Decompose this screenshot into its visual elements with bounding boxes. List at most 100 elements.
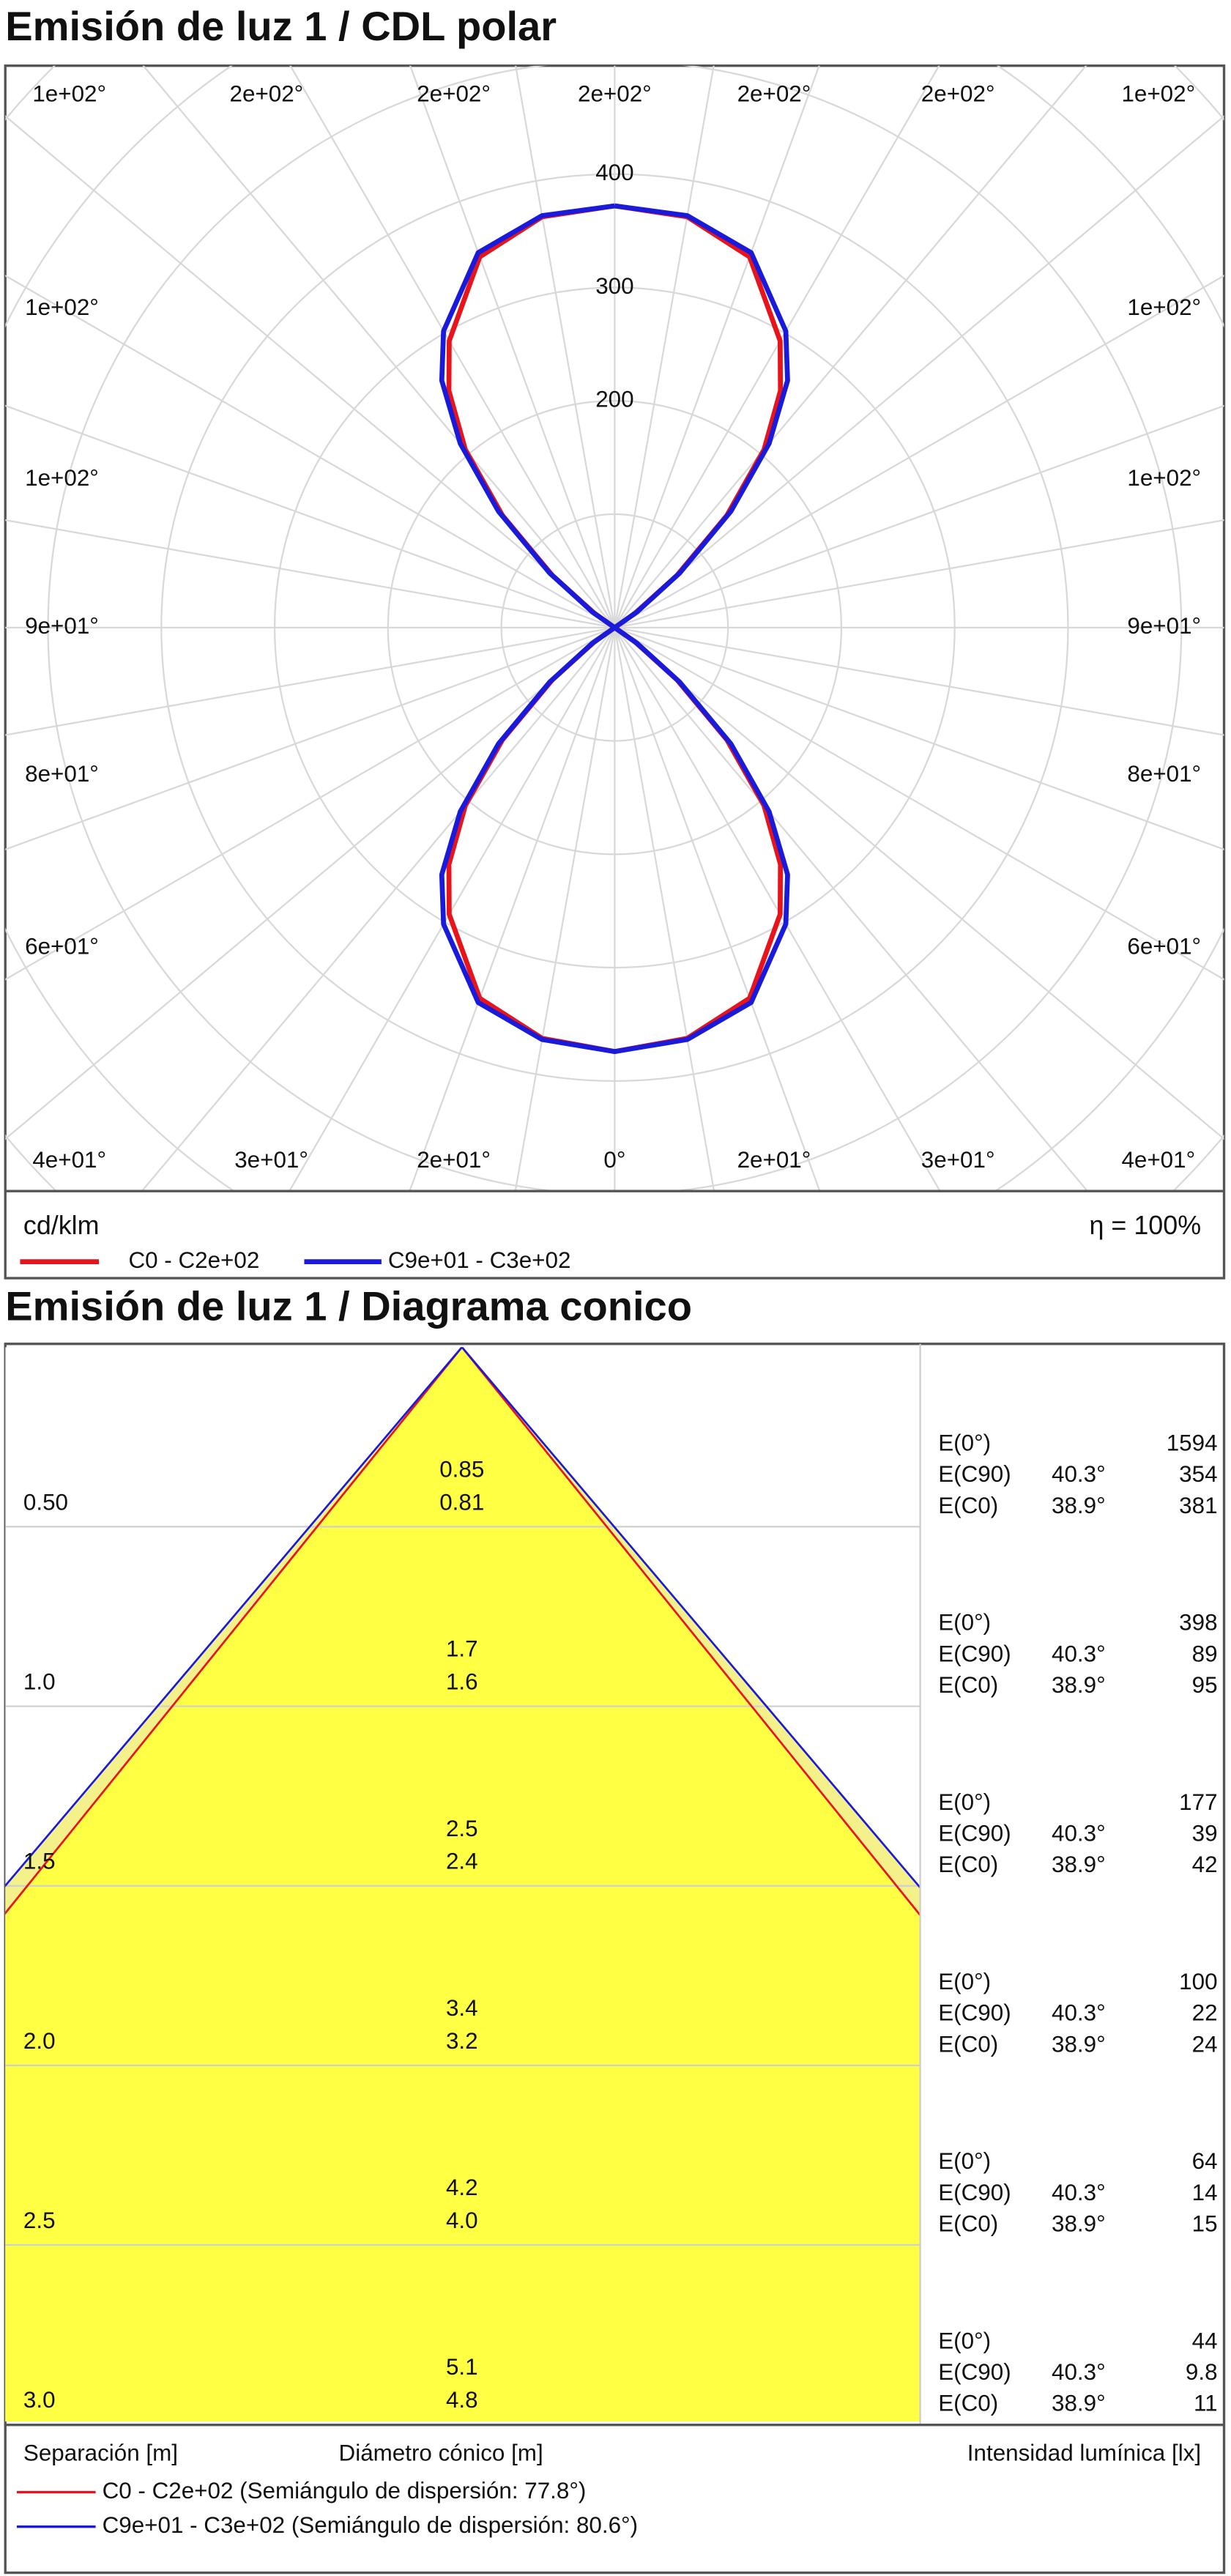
radial-grid-line [289,65,616,628]
illuminance-label: Intensidad lumínica [lx] [967,2440,1201,2465]
radial-grid-line [514,65,616,628]
cone-edge [5,1347,463,1888]
legend-label: C0 - C2e+02 (Semiángulo de dispersión: 7… [103,2478,587,2503]
angle-label: 2e+02° [578,81,652,106]
e-label: E(C0) [938,2211,998,2236]
angle-label: 2e+02° [417,81,491,106]
angle-label: 4e+01° [1121,1147,1195,1173]
diameter-value: 0.85 [439,1456,484,1482]
half-angle-label: 38.9° [1052,2031,1106,2057]
polar-plot: 200 300 400 [5,65,1224,1192]
radial-grid-line [614,65,1087,628]
illuminance-value: 64 [1192,2148,1218,2174]
illuminance-value: 9.8 [1186,2359,1218,2385]
angle-label: 6e+01° [1127,933,1201,959]
radial-grid-line [142,65,616,628]
legend-label: C9e+01 - C3e+02 (Semiángulo de dispersió… [103,2512,639,2538]
e-label: E(C0) [938,1493,998,1518]
half-angle-label: 40.3° [1052,1820,1106,1846]
radial-grid-line [614,627,941,1192]
illuminance-value: 15 [1192,2211,1218,2236]
radial-grid-line [5,626,615,736]
illuminance-value: 11 [1194,2391,1218,2416]
angle-label: 6e+01° [25,933,99,959]
angle-label: 8e+01° [1127,761,1201,787]
illuminance-value: 100 [1179,1969,1217,1994]
angle-label: 1e+02° [1127,465,1201,491]
illuminance-value: 22 [1192,2000,1218,2026]
half-angle-label: 40.3° [1052,1641,1106,1666]
radial-grid-line [614,627,715,1192]
angle-label: 1e+02° [1127,294,1201,320]
radial-grid-line [614,65,715,628]
polar-title: Emisión de luz 1 / CDL polar [5,3,557,49]
half-angle-label: 38.9° [1052,1493,1106,1518]
e-label: E(C90) [938,1461,1011,1487]
e-label: E(C90) [938,1641,1011,1666]
radial-grid-line [614,626,1224,981]
distance-label: 3.0 [23,2387,56,2413]
e-label: E(C90) [938,1820,1011,1846]
half-angle-label: 40.3° [1052,1461,1106,1487]
illuminance-value: 398 [1179,1610,1217,1636]
diameter-value: 1.6 [446,1669,478,1694]
radial-grid-line [614,404,1224,628]
half-angle-label: 40.3° [1052,2000,1106,2026]
e-label: E(0°) [938,1969,991,1994]
half-angle-label: 38.9° [1052,1852,1106,1877]
illuminance-value: 354 [1179,1461,1217,1487]
diameter-value: 3.2 [446,2028,478,2054]
angle-label: 9e+01° [1127,613,1201,639]
r-tick-label: 400 [595,160,633,185]
illuminance-value: 381 [1179,1493,1217,1518]
data-line [439,203,790,1055]
radial-grid-line [5,626,615,981]
e-label: E(0°) [938,2328,991,2353]
radial-grid-line [614,627,821,1192]
diameter-value: 4.8 [446,2387,478,2413]
cone-edge [461,1347,921,1890]
angle-label: 2e+01° [737,1147,811,1173]
radial-grid-line [409,65,616,628]
cone-plot [5,1347,921,2422]
diameter-value: 2.5 [446,1816,478,1841]
illuminance-value: 42 [1192,1852,1218,1877]
grid-circle [160,173,1069,1083]
angle-label: 3e+01° [921,1147,995,1173]
x-axis-label: Separación [m] [23,2440,178,2465]
r-tick-label: 200 [595,387,633,412]
radial-grid-line [614,626,1224,850]
angle-label: 1e+02° [1121,81,1195,106]
e-label: E(C90) [938,2359,1011,2385]
illuminance-value: 24 [1192,2031,1218,2057]
radial-grid-line [614,626,1224,1140]
radial-grid-line [5,626,615,850]
diameter-value: 2.4 [446,1849,478,1874]
distance-label: 2.5 [23,2208,56,2233]
illuminance-value: 95 [1192,1672,1218,1698]
e-label: E(C90) [938,2180,1011,2205]
angle-label: 1e+02° [25,465,99,491]
angle-label: 9e+01° [25,613,99,639]
unit-label: cd/klm [23,1211,100,1240]
radial-grid-line [614,519,1224,628]
radial-grid-line [614,65,940,628]
illuminance-value: 39 [1192,1820,1218,1846]
radial-grid-line [5,275,615,628]
distance-label: 1.0 [23,1669,56,1694]
angle-label: 2e+02° [737,81,811,106]
diameter-value: 4.0 [446,2208,478,2233]
e-label: E(C90) [938,2000,1011,2026]
e-label: E(C0) [938,1672,998,1698]
angle-label: 3e+01° [234,1147,308,1173]
diameter-value: 3.4 [446,1995,478,2021]
half-angle-label: 40.3° [1052,2180,1106,2205]
radial-grid-line [614,115,1224,628]
radial-grid-line [614,627,1089,1192]
grid-circle [500,513,729,742]
illuminance-value: 177 [1179,1789,1217,1815]
radial-grid-line [614,626,1224,736]
diameter-value: 4.2 [446,2175,478,2200]
illuminance-value: 89 [1192,1641,1218,1666]
